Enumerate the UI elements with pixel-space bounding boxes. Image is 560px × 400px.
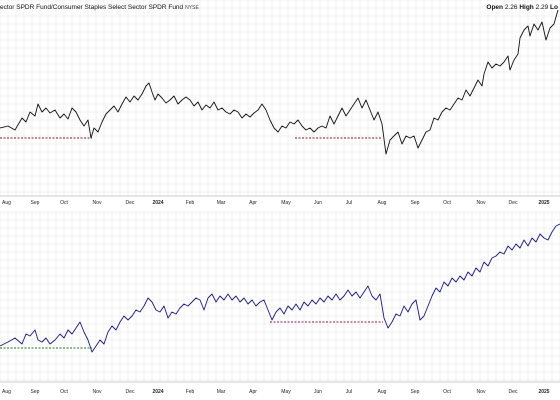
x-tick-label: Jul [346,200,352,206]
x-tick-label: Aug [2,200,11,206]
chart-title: ector SPDR Fund/Consumer Staples Select … [0,3,199,13]
x-tick-label: Jul [346,389,352,395]
x-tick-label: Oct [443,200,451,206]
x-tick-label: Nov [477,389,486,395]
x-tick-label: Dec [126,389,135,395]
x-tick-label: Aug [378,389,387,395]
x-tick-label: Feb [186,389,195,395]
chart-title-text: ector SPDR Fund/Consumer Staples Select … [0,4,184,11]
grid-panel-1 [0,0,560,196]
x-tick-label: Dec [509,389,518,395]
open-value: 2.26 [504,4,518,11]
x-tick-label: Mar [217,389,226,395]
x-tick-label: Feb [186,200,195,206]
x-tick-label: Nov [477,200,486,206]
x-tick-label: Aug [378,200,387,206]
ohlc-readout: Open 2.26 High 2.29 Lo [486,3,558,13]
x-tick-label: 2024 [152,389,163,395]
x-tick-label: 2025 [538,200,549,206]
x-tick-label: Apr [249,200,257,206]
open-label: Open [486,4,504,11]
x-tick-label: 2024 [152,200,163,206]
x-tick-label: Sep [31,200,40,206]
x-tick-label: Apr [249,389,257,395]
high-label: High [519,4,534,11]
x-tick-label: Oct [60,200,68,206]
x-tick-label: Nov [93,389,102,395]
x-tick-label: May [281,200,291,206]
x-tick-label: Dec [126,200,135,206]
x-tick-label: Oct [443,389,451,395]
price-line-panel-2 [0,223,560,353]
x-tick-label: May [281,389,291,395]
x-tick-label: Aug [2,389,11,395]
x-tick-label: Oct [60,389,68,395]
x-tick-label: Sep [411,389,420,395]
low-label: Lo [550,4,558,11]
x-tick-label: Nov [93,200,102,206]
high-value: 2.29 [535,4,549,11]
grid-panel-2 [0,211,560,382]
x-tick-label: Mar [217,200,226,206]
x-tick-label: Sep [31,389,40,395]
x-tick-label: Jun [314,200,322,206]
x-tick-label: Dec [509,200,518,206]
x-tick-label: Sep [411,200,420,206]
exchange-label: NYSE [185,5,199,11]
price-line-panel-1 [0,9,559,155]
x-tick-label: 2025 [538,389,549,395]
x-tick-label: Jun [314,389,322,395]
